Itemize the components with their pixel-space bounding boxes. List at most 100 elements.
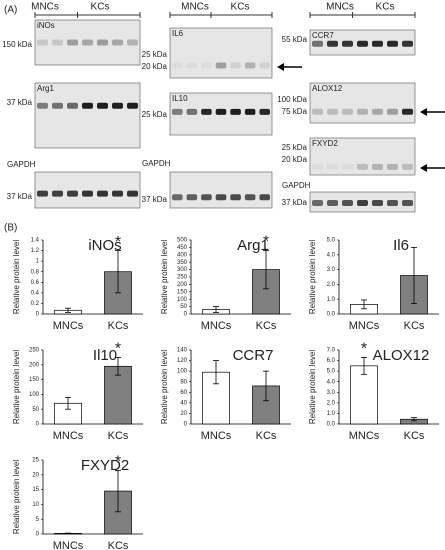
protein-label: GAPDH (142, 159, 171, 168)
blot-band (67, 190, 78, 197)
blot-strip (169, 27, 273, 79)
blot-band (342, 108, 353, 115)
x-tick-label: KCs (256, 320, 277, 332)
protein-label: ALOX12 (312, 84, 343, 93)
blot-band (230, 194, 241, 201)
y-tick-label: 0.4 (31, 290, 40, 296)
panel-label: (B) (4, 223, 17, 234)
blot-band (82, 190, 93, 197)
blot-band (387, 200, 398, 206)
blot-band (127, 39, 138, 46)
blot-band (230, 108, 241, 115)
y-tick-label: 2.0 (327, 400, 336, 406)
blot-band (402, 200, 413, 206)
blot-band (402, 108, 413, 115)
y-tick-label: 1.0 (327, 411, 336, 417)
y-tick-label: 140 (177, 348, 188, 354)
blot-band (127, 102, 138, 109)
y-tick-label: 0 (184, 422, 188, 428)
y-tick-label: 0 (184, 312, 188, 318)
x-tick-label: KCs (404, 320, 425, 332)
y-tick-label: 500 (177, 238, 188, 244)
chart-title: FXYD2 (81, 457, 129, 474)
y-tick-label: 5 (36, 517, 40, 523)
y-tick-label: 200 (177, 282, 188, 288)
chart-title: CCR7 (233, 347, 274, 364)
x-tick-label: MNCs (201, 430, 232, 442)
chart-title: Il6 (393, 237, 409, 254)
y-tick-label: 20 (32, 472, 39, 478)
blot-band (127, 190, 138, 197)
blot-band (201, 108, 212, 115)
y-tick-label: 1.0 (327, 297, 336, 303)
blot-band (97, 102, 108, 109)
blot-band (259, 62, 270, 69)
blot-band (244, 194, 256, 201)
y-tick-label: 6.0 (327, 358, 336, 364)
blot-band (112, 190, 123, 197)
chart-title: ALOX12 (373, 347, 430, 364)
blot-band (82, 102, 93, 109)
arrow-head (420, 108, 427, 116)
y-tick-label: 120 (177, 358, 188, 364)
blot-band (312, 163, 323, 170)
marker-label: 20 kDa (282, 155, 308, 164)
blot-band (357, 108, 368, 115)
y-tick-label: 400 (177, 252, 188, 258)
y-tick-label: 15 (32, 487, 39, 493)
marker-label: 25 kDa (142, 110, 168, 119)
blot-band (327, 40, 338, 47)
protein-label: GAPDH (282, 181, 311, 190)
blot-band (372, 200, 383, 206)
significance-star: * (115, 454, 121, 471)
y-tick-label: 0.8 (31, 269, 40, 275)
blot-band (201, 194, 212, 201)
blot-band (172, 194, 183, 201)
y-axis-label: Relative protein level (160, 350, 169, 424)
y-tick-label: 40 (180, 400, 187, 406)
y-tick-label: 0.0 (327, 422, 336, 428)
y-tick-label: 20 (180, 411, 187, 417)
y-tick-label: 50 (180, 304, 187, 310)
blot-band (37, 39, 48, 46)
x-tick-label: MNCs (53, 540, 84, 550)
marker-label: 37 kDa (7, 192, 33, 201)
lane-group-label: KCs (231, 2, 250, 13)
marker-label: 20 kDa (142, 62, 168, 71)
blot-band (37, 190, 48, 197)
y-tick-label: 250 (177, 275, 188, 281)
blot-band (357, 163, 368, 170)
chart-title: Il10 (93, 347, 117, 364)
blot-band (82, 39, 93, 46)
blot-band (259, 194, 270, 201)
y-tick-label: 4.0 (327, 252, 336, 258)
y-tick-label: 150 (29, 377, 40, 383)
y-tick-label: 3.0 (327, 390, 336, 396)
y-tick-label: 7.0 (327, 348, 336, 354)
blot-band (37, 102, 48, 109)
blot-band (312, 200, 323, 206)
blot-band (201, 62, 212, 69)
x-tick-label: MNCs (349, 320, 380, 332)
y-tick-label: 1.4 (31, 238, 40, 244)
significance-star: * (115, 234, 121, 251)
marker-label: 37 kDa (142, 195, 168, 204)
x-tick-label: KCs (108, 320, 129, 332)
y-tick-label: 100 (177, 297, 188, 303)
y-tick-label: 350 (177, 260, 188, 266)
blot-band (186, 62, 198, 69)
blot-band (402, 163, 413, 170)
blot-band (357, 40, 368, 47)
blot-band (67, 102, 78, 109)
blot-band (67, 39, 78, 46)
lane-group-label: KCs (91, 2, 110, 13)
protein-label: IL6 (172, 29, 184, 38)
bar (104, 365, 132, 425)
significance-star: * (115, 341, 121, 358)
y-tick-label: 100 (29, 392, 40, 398)
y-tick-label: 1.2 (31, 248, 40, 254)
blot-band (244, 108, 256, 115)
blot-band (215, 194, 227, 201)
blot-band (372, 163, 383, 170)
